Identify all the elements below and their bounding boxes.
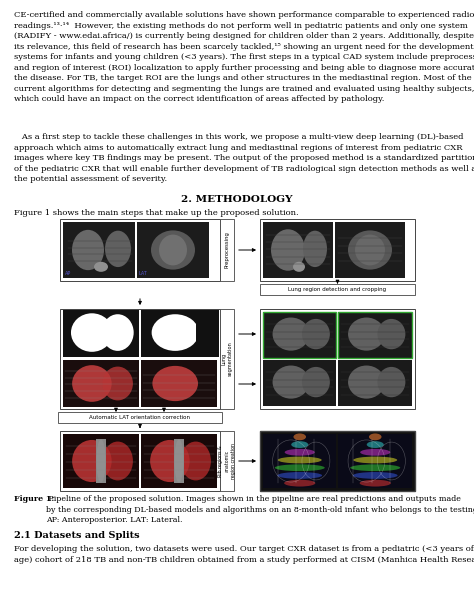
Bar <box>263 434 337 488</box>
Bar <box>63 360 139 407</box>
Text: LAT: LAT <box>139 271 148 276</box>
Ellipse shape <box>102 367 133 400</box>
Ellipse shape <box>302 319 330 349</box>
Bar <box>60 431 220 491</box>
Bar <box>58 412 222 423</box>
Bar <box>141 310 217 357</box>
Bar <box>260 284 415 295</box>
Bar <box>220 431 234 491</box>
Bar <box>338 312 412 358</box>
Bar <box>260 431 415 491</box>
Ellipse shape <box>105 230 131 267</box>
Ellipse shape <box>273 318 310 351</box>
Bar <box>60 309 220 409</box>
Text: Lung region detection and cropping: Lung region detection and cropping <box>289 287 387 292</box>
Text: Rib regions &
anatomic
region creation: Rib regions & anatomic region creation <box>219 443 236 479</box>
Bar <box>335 222 405 278</box>
Ellipse shape <box>284 480 315 487</box>
Text: 2.1 Datasets and Splits: 2.1 Datasets and Splits <box>14 531 140 540</box>
Bar <box>60 219 220 281</box>
Bar <box>263 312 337 358</box>
Ellipse shape <box>353 457 397 463</box>
Bar <box>63 222 135 278</box>
Ellipse shape <box>72 440 112 482</box>
Ellipse shape <box>174 440 183 482</box>
Ellipse shape <box>273 365 310 398</box>
Ellipse shape <box>348 230 392 270</box>
Ellipse shape <box>303 230 327 267</box>
Ellipse shape <box>360 449 390 455</box>
Ellipse shape <box>360 480 391 487</box>
Bar <box>338 434 412 488</box>
Ellipse shape <box>377 367 405 397</box>
Bar <box>141 360 217 407</box>
Bar <box>137 222 209 278</box>
Bar <box>96 440 106 482</box>
Bar <box>263 222 333 278</box>
Text: For developing the solution, two datasets were used. Our target CXR dataset is f: For developing the solution, two dataset… <box>14 545 474 563</box>
Bar <box>63 434 139 488</box>
Ellipse shape <box>159 235 187 265</box>
Ellipse shape <box>94 262 108 272</box>
Text: AP: AP <box>65 271 71 276</box>
Text: Pipeline of the proposed solution. Images shown in the pipeline are real predict: Pipeline of the proposed solution. Image… <box>46 495 474 524</box>
Ellipse shape <box>102 314 134 351</box>
Text: 2. METHODOLOGY: 2. METHODOLOGY <box>181 195 293 204</box>
Text: As a first step to tackle these challenges in this work, we propose a multi-view: As a first step to tackle these challeng… <box>14 133 474 183</box>
Text: Automatic LAT orientation correction: Automatic LAT orientation correction <box>90 415 191 420</box>
Bar <box>260 219 415 281</box>
Bar <box>338 360 412 406</box>
Ellipse shape <box>285 449 315 455</box>
Ellipse shape <box>181 441 211 481</box>
Text: CE-certified and commercially available solutions have shown performance compara: CE-certified and commercially available … <box>14 11 474 103</box>
Bar <box>63 310 139 357</box>
Text: Figure 1 shows the main steps that make up the proposed solution.: Figure 1 shows the main steps that make … <box>14 209 299 217</box>
Bar <box>263 360 337 406</box>
Bar <box>141 434 217 488</box>
Ellipse shape <box>350 464 400 471</box>
Bar <box>220 309 234 409</box>
Ellipse shape <box>151 230 195 270</box>
Ellipse shape <box>71 313 113 352</box>
Ellipse shape <box>293 433 306 440</box>
Ellipse shape <box>367 441 384 448</box>
Ellipse shape <box>293 262 305 272</box>
Ellipse shape <box>355 235 385 265</box>
Bar <box>174 440 183 482</box>
Ellipse shape <box>72 230 104 270</box>
Ellipse shape <box>152 314 199 351</box>
Ellipse shape <box>150 440 190 482</box>
Ellipse shape <box>271 229 305 271</box>
Text: Preprocessing: Preprocessing <box>225 232 229 268</box>
Ellipse shape <box>72 365 112 402</box>
Ellipse shape <box>369 433 382 440</box>
Bar <box>263 312 337 358</box>
Bar <box>260 309 415 409</box>
Ellipse shape <box>348 365 385 398</box>
Ellipse shape <box>353 472 398 479</box>
Ellipse shape <box>277 472 322 479</box>
Ellipse shape <box>153 366 198 401</box>
Text: Lung
segmentation: Lung segmentation <box>221 341 233 376</box>
Bar <box>220 219 234 281</box>
Ellipse shape <box>102 441 133 481</box>
Ellipse shape <box>302 367 330 397</box>
Ellipse shape <box>348 318 385 351</box>
Ellipse shape <box>377 319 405 349</box>
Bar <box>338 312 412 358</box>
Ellipse shape <box>291 441 308 448</box>
Text: Figure 1:: Figure 1: <box>14 495 54 503</box>
Ellipse shape <box>275 464 325 471</box>
Bar <box>196 310 219 357</box>
Ellipse shape <box>96 440 106 482</box>
Ellipse shape <box>278 457 322 463</box>
